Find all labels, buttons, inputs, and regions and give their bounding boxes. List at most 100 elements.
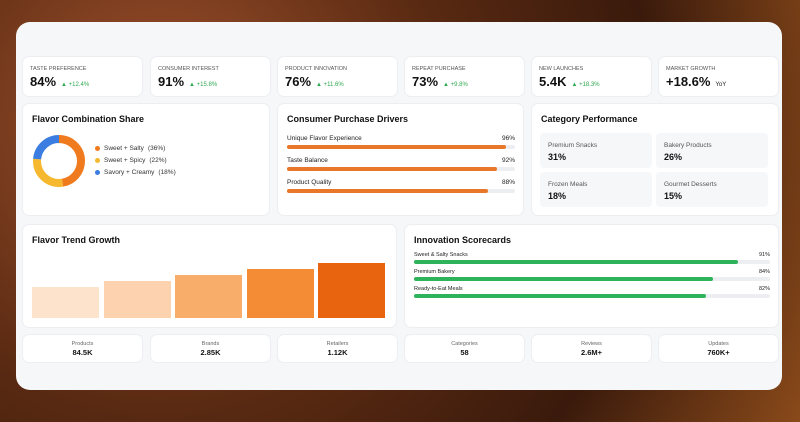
kpi-row: 91% ▲ +15.8%	[158, 74, 217, 89]
kpi-row: +18.6% YoY	[666, 74, 726, 89]
category-value: 15%	[664, 191, 683, 201]
stat-value: 2.85K	[200, 348, 221, 357]
kpi-row: 76% ▲ +11.6%	[285, 74, 344, 89]
card: NEW LAUNCHES 5.4K ▲ +18.3%	[532, 57, 651, 96]
trend-bar	[103, 281, 171, 318]
stat-value: 2.6M+	[580, 348, 603, 357]
card: Flavor Trend Growth	[23, 225, 396, 327]
bar-label: Product Quality	[287, 179, 332, 186]
kpi-change: ▲ +11.6%	[316, 82, 344, 88]
legend-swatch	[95, 170, 100, 175]
legend-name: Sweet + Spicy	[104, 157, 146, 164]
stat-label: Brands	[201, 341, 220, 347]
category-tile: Gourmet Desserts 15%	[656, 172, 768, 207]
kpi-row: 73% ▲ +9.8%	[412, 74, 468, 89]
bar-label: Premium Bakery	[414, 269, 455, 275]
card: Brands 2.85K	[151, 335, 270, 362]
card: TASTE PREFERENCE 84% ▲ +12.4%	[23, 57, 142, 96]
card-title: Flavor Trend Growth	[32, 235, 121, 245]
card: Consumer Purchase Drivers Unique Flavor E…	[278, 104, 523, 215]
kpi-suffix: YoY	[715, 82, 727, 88]
kpi-value: 91%	[158, 74, 185, 89]
card: Category Performance Premium Snacks 31% Bak…	[532, 104, 778, 215]
card: Updates 760K+	[659, 335, 778, 362]
kpi-value: 5.4K	[539, 74, 567, 89]
category-value: 31%	[548, 152, 567, 162]
bar	[287, 167, 497, 171]
bar	[414, 277, 714, 281]
category-name: Bakery Products	[664, 142, 712, 149]
card: Retailers 1.12K	[278, 335, 397, 362]
legend-value: (18%)	[158, 169, 176, 176]
category-name: Frozen Meals	[548, 181, 588, 188]
card-title: Flavor Combination Share	[32, 114, 145, 124]
category-value: 26%	[664, 152, 683, 162]
trend-bar	[175, 275, 242, 318]
bar-label: Unique Flavor Experience	[287, 135, 362, 142]
trend-bar	[246, 269, 314, 318]
card: MARKET GROWTH +18.6% YoY	[659, 57, 778, 96]
kpi-row: 5.4K ▲ +18.3%	[539, 74, 600, 89]
card-title: Consumer Purchase Drivers	[287, 114, 409, 124]
bar	[414, 294, 706, 298]
card: Reviews 2.6M+	[532, 335, 651, 362]
card: Products 84.5K	[23, 335, 142, 362]
legend-name: Savory + Creamy	[104, 169, 155, 176]
bar	[287, 145, 506, 149]
kpi-label: CONSUMER INTEREST	[158, 66, 219, 72]
legend-swatch	[95, 158, 100, 163]
legend-value: (22%)	[149, 157, 167, 164]
category-tile: Frozen Meals 18%	[540, 172, 652, 207]
card: PRODUCT INNOVATION 76% ▲ +11.6%	[278, 57, 397, 96]
kpi-label: PRODUCT INNOVATION	[285, 66, 348, 72]
kpi-change: ▲ +9.8%	[443, 82, 468, 88]
bar-value: 92%	[501, 157, 515, 164]
stat-value: 1.12K	[327, 348, 348, 357]
stat-label: Retailers	[326, 341, 349, 347]
kpi-value: 73%	[412, 74, 439, 89]
legend-swatch	[95, 146, 100, 151]
stat-label: Products	[71, 341, 94, 347]
donut-segment	[33, 135, 85, 187]
kpi-value: 76%	[285, 74, 312, 89]
kpi-change: ▲ +12.4%	[61, 82, 90, 88]
kpi-label: REPEAT PURCHASE	[412, 66, 466, 72]
kpi-value: +18.6%	[666, 74, 711, 89]
stat-label: Categories	[451, 341, 478, 347]
category-value: 18%	[548, 191, 567, 201]
trend-bar	[32, 286, 99, 318]
bar-value: 91%	[758, 252, 770, 258]
donut	[33, 135, 85, 187]
bar-label: Sweet & Salty Snacks	[414, 252, 468, 258]
donut-segment	[33, 135, 85, 187]
bar-label: Taste Balance	[287, 157, 328, 164]
card: CONSUMER INTEREST 91% ▲ +15.8%	[151, 57, 270, 96]
stat-label: Reviews	[581, 341, 602, 347]
bar-value: 84%	[758, 269, 770, 275]
bar-value: 82%	[758, 286, 770, 292]
bar	[414, 260, 738, 264]
trend-bar	[318, 262, 385, 318]
kpi-row: 84% ▲ +12.4%	[30, 74, 89, 89]
category-tile: Bakery Products 26%	[656, 133, 768, 168]
legend-value: (36%)	[147, 145, 166, 152]
bar-value: 88%	[501, 179, 515, 186]
kpi-change: ▲ +15.8%	[189, 82, 218, 88]
category-tile: Premium Snacks 31%	[540, 133, 652, 168]
category-name: Premium Snacks	[548, 142, 598, 149]
card: Categories 58	[405, 335, 524, 362]
kpi-value: 84%	[30, 74, 57, 89]
stat-label: Updates	[708, 341, 729, 347]
card: Innovation Scorecards Sweet & Salty Snack…	[405, 225, 778, 327]
legend-item: Savory + Creamy (18%)	[95, 169, 176, 176]
kpi-label: NEW LAUNCHES	[539, 66, 584, 72]
kpi-change: ▲ +18.3%	[571, 82, 600, 88]
card-title: Category Performance	[541, 114, 638, 124]
legend-item: Sweet + Spicy (22%)	[95, 157, 167, 164]
card: Flavor Combination Share Sweet + Salty (36…	[23, 104, 269, 215]
kpi-label: TASTE PREFERENCE	[30, 66, 87, 72]
kpi-label: MARKET GROWTH	[666, 66, 716, 72]
legend-name: Sweet + Salty	[104, 145, 144, 152]
card-title: Innovation Scorecards	[414, 235, 512, 245]
